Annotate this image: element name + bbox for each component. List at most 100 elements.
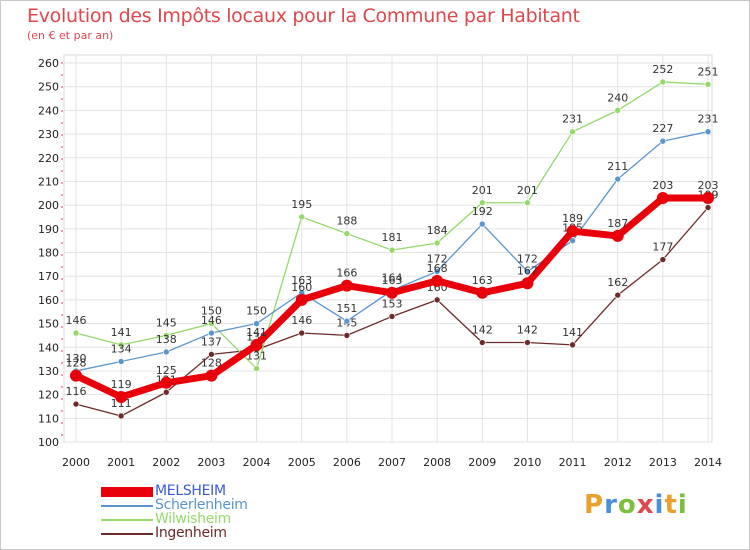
- data-point: [343, 317, 351, 325]
- data-label: 172: [517, 252, 538, 265]
- data-label: 142: [517, 324, 538, 337]
- y-tick-label: 220: [38, 152, 59, 165]
- x-tick-label: 2004: [243, 456, 271, 469]
- logo-letter: P: [584, 490, 605, 520]
- data-label: 203: [698, 179, 719, 192]
- data-point: [476, 286, 489, 299]
- data-point: [253, 365, 260, 372]
- data-point: [298, 213, 306, 221]
- data-point: [117, 358, 125, 365]
- data-label: 251: [698, 65, 719, 78]
- data-label: 252: [652, 63, 673, 76]
- data-point: [659, 256, 667, 263]
- legend-swatch: [101, 519, 153, 521]
- data-point: [524, 199, 531, 207]
- data-point: [704, 128, 712, 135]
- data-label: 151: [336, 302, 357, 315]
- data-label: 192: [472, 205, 493, 218]
- data-label: 131: [246, 350, 267, 363]
- data-label: 142: [472, 324, 493, 337]
- x-tick-label: 2009: [468, 456, 496, 469]
- y-tick-label: 110: [38, 412, 59, 425]
- proxiti-logo: Proxiti: [584, 490, 688, 520]
- x-tick-label: 2006: [333, 456, 361, 469]
- x-tick-label: 2003: [197, 456, 225, 469]
- x-tick-label: 2014: [694, 456, 722, 469]
- y-tick-label: 250: [38, 81, 59, 94]
- data-point: [614, 107, 622, 114]
- data-point: [521, 277, 534, 290]
- data-label: 125: [156, 364, 177, 377]
- data-point: [208, 351, 215, 358]
- data-label: 163: [472, 274, 493, 287]
- data-label: 201: [517, 184, 538, 197]
- data-point: [162, 348, 170, 356]
- data-label: 231: [698, 113, 719, 126]
- data-label: 116: [66, 385, 87, 398]
- x-tick-label: 2000: [62, 456, 90, 469]
- data-label: 187: [607, 217, 628, 230]
- x-tick-label: 2002: [152, 456, 180, 469]
- x-tick-label: 2005: [288, 456, 316, 469]
- y-tick-label: 120: [38, 389, 59, 402]
- data-label: 181: [382, 231, 403, 244]
- data-point: [388, 313, 396, 320]
- x-tick-label: 2011: [559, 456, 587, 469]
- data-label: 141: [562, 326, 583, 339]
- data-label: 188: [336, 215, 357, 228]
- data-point: [478, 220, 486, 228]
- y-tick-label: 240: [38, 104, 59, 117]
- line-chart: 100 110 120 130 140 150 160 170 180 190 200 210 220 2…: [38, 54, 722, 469]
- data-point: [433, 239, 441, 247]
- legend-label: Scherlenheim: [155, 497, 248, 513]
- data-label: 240: [607, 91, 628, 104]
- data-point: [614, 291, 622, 299]
- legend-swatch: [101, 505, 153, 507]
- y-tick-label: 230: [38, 128, 59, 141]
- data-point: [388, 246, 396, 254]
- x-tick-label: 2010: [513, 456, 541, 469]
- data-point: [205, 369, 218, 382]
- data-point: [478, 199, 486, 207]
- data-label: 145: [156, 316, 177, 329]
- data-label: 141: [111, 326, 132, 339]
- data-point: [117, 341, 125, 349]
- data-point: [70, 369, 82, 382]
- data-point: [569, 128, 576, 135]
- data-label: 168: [427, 262, 448, 275]
- data-label: 195: [291, 198, 312, 211]
- data-label: 146: [201, 314, 222, 327]
- y-tick-label: 160: [38, 294, 59, 307]
- data-label: 163: [382, 274, 403, 287]
- logo-letter: o: [617, 490, 637, 520]
- data-point: [524, 339, 531, 346]
- data-label: 162: [607, 276, 628, 289]
- data-point: [162, 332, 170, 339]
- data-point: [208, 329, 215, 337]
- data-point: [298, 329, 306, 337]
- y-tick-label: 150: [38, 318, 59, 331]
- data-label: 166: [336, 267, 357, 280]
- y-tick-label: 260: [38, 57, 59, 70]
- data-label: 231: [562, 113, 583, 126]
- data-point: [250, 338, 263, 351]
- data-label: 128: [201, 357, 222, 370]
- data-label: 167: [517, 264, 538, 277]
- data-point: [431, 274, 444, 287]
- data-label: 160: [291, 281, 312, 294]
- data-point: [659, 78, 667, 86]
- data-point: [72, 329, 80, 337]
- data-label: 227: [652, 122, 673, 135]
- legend-label: MELSHEIM: [155, 483, 226, 499]
- chart-subtitle: (en € et par an): [27, 29, 114, 42]
- data-label: 150: [201, 305, 222, 318]
- chart-title: Evolution des Impôts locaux pour la Comm…: [27, 5, 580, 27]
- data-label: 111: [111, 397, 132, 410]
- data-point: [524, 268, 531, 275]
- y-tick-label: 200: [38, 199, 59, 212]
- y-tick-label: 140: [38, 341, 59, 354]
- data-label: 138: [156, 333, 177, 346]
- data-point: [433, 296, 441, 304]
- y-tick-label: 180: [38, 247, 59, 260]
